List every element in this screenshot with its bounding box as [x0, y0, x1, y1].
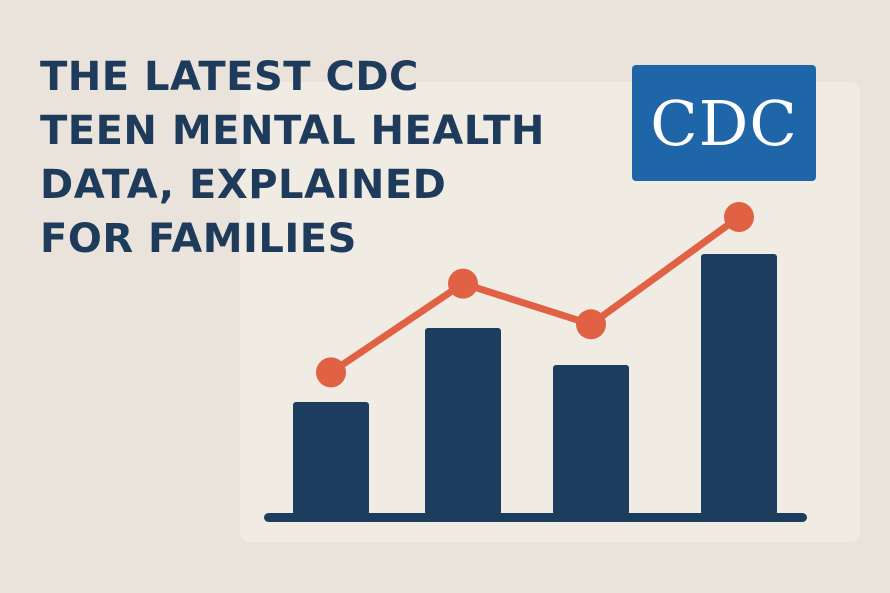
trend-points	[316, 202, 754, 388]
chart-baseline	[264, 513, 807, 522]
headline-line-1: THE LATEST CDC	[40, 54, 419, 100]
headline-line-4: FOR FAMILIES	[40, 216, 357, 262]
bar-2	[425, 328, 501, 515]
trend-point-3	[576, 309, 606, 340]
cdc-logo: CDC	[632, 65, 816, 181]
trend-point-4	[724, 202, 754, 232]
headline-line-3: DATA, EXPLAINED	[40, 162, 447, 208]
bar-1	[293, 402, 369, 515]
bar-group	[293, 254, 777, 515]
headline: THE LATEST CDC TEEN MENTAL HEALTH DATA, …	[40, 50, 640, 266]
trend-point-2	[448, 268, 478, 299]
trend-point-1	[316, 357, 346, 388]
headline-line-2: TEEN MENTAL HEALTH	[40, 108, 545, 154]
bar-3	[553, 365, 629, 515]
bar-4	[701, 254, 777, 515]
cdc-logo-text: CDC	[650, 86, 798, 160]
trend-line	[327, 213, 743, 376]
